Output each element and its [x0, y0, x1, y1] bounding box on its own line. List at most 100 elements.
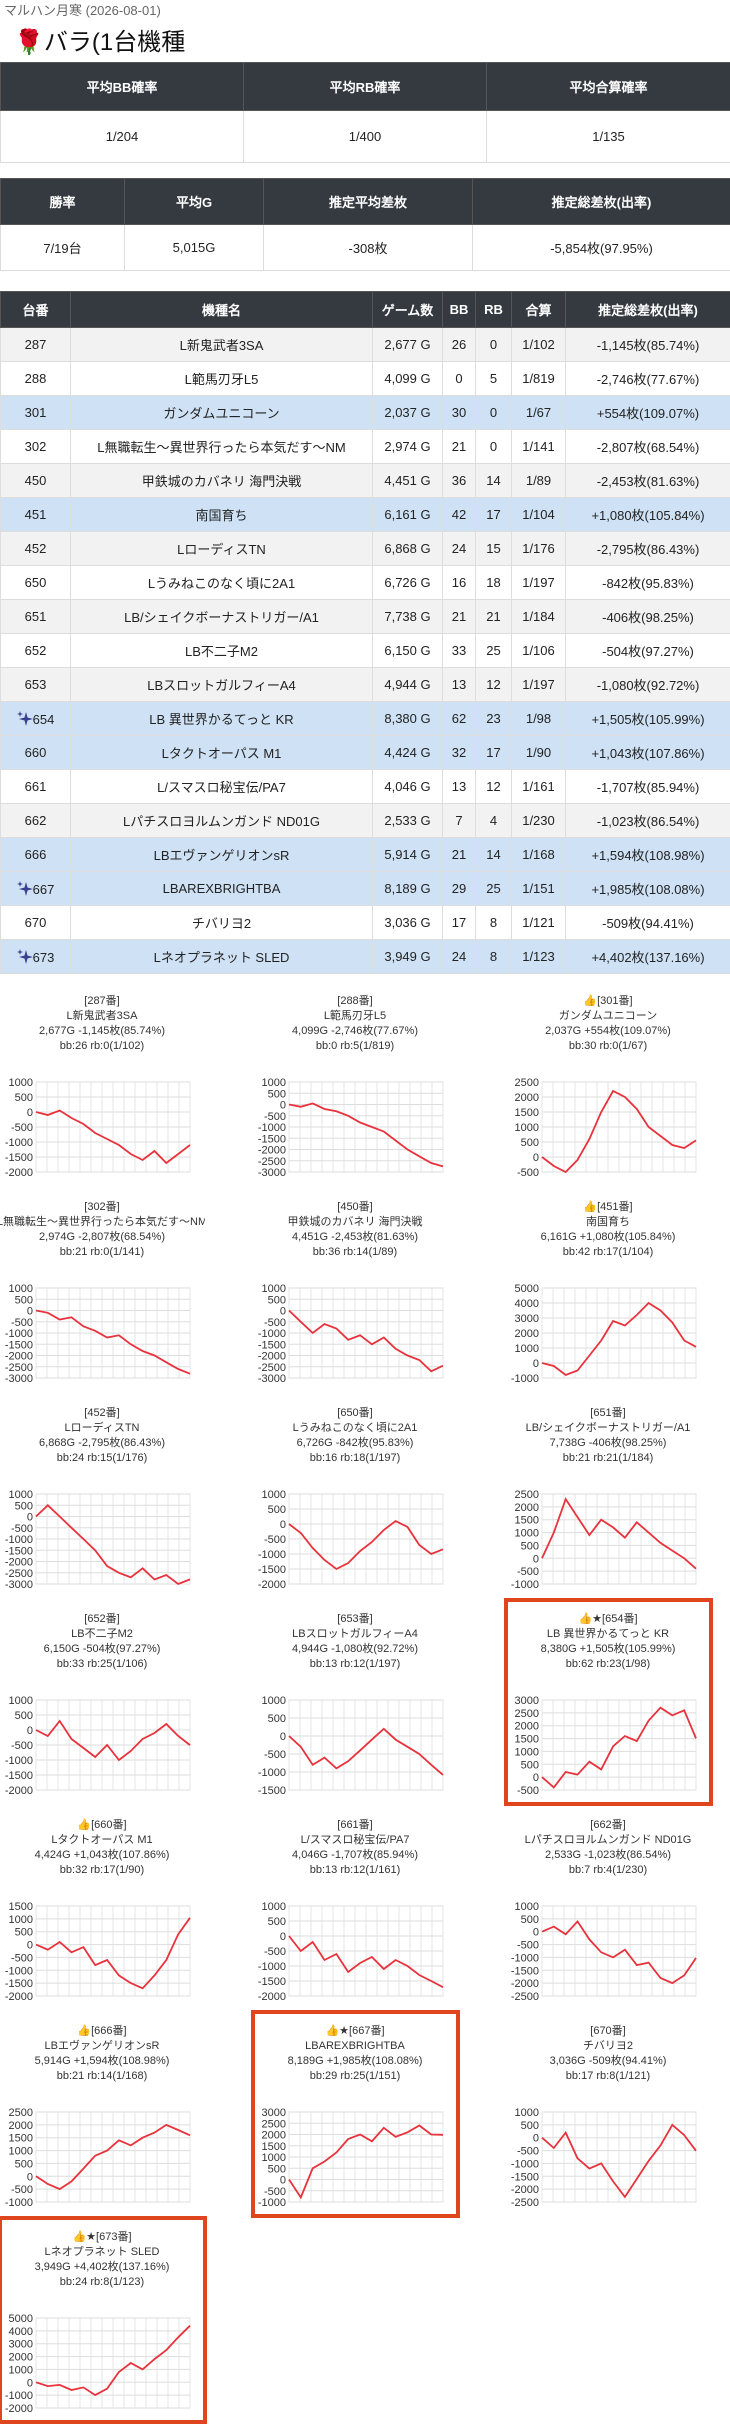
header-cell: 勝率: [0, 178, 125, 225]
chart-caption: 2,974G -2,807枚(68.54%): [39, 1229, 165, 1243]
cell-text: 1/151: [522, 881, 555, 896]
cell-text: -1,707枚(85.94%): [596, 780, 700, 795]
chart-card: 👍[660番] Lタクトオーパス M1 4,424G +1,043枚(107.86%…: [0, 1806, 205, 2010]
chart-caption: 6,161G +1,080枚(105.84%): [541, 1229, 676, 1243]
chart-card: [661番] L/スマスロ秘宝伝/PA7 4,046G -1,707枚(85.94%…: [253, 1806, 458, 2010]
cell-text: 450: [24, 473, 47, 488]
y-tick-label: -1500: [5, 1978, 33, 1990]
cell-text: LBスロットガルフィーA4: [147, 678, 296, 693]
y-tick-label: 2500: [515, 1708, 539, 1720]
chart-caption: 6,150G -504枚(97.27%): [44, 1641, 161, 1655]
table-row: 666 LBエヴァンゲリオンsR 5,914 G 21 14 1/168 +1,594枚(1…: [0, 837, 730, 872]
cell-text: 12: [486, 677, 501, 692]
cell-text: 1/90: [525, 745, 552, 760]
chart-caption: 4,099G -2,746枚(77.67%): [292, 1023, 418, 1037]
cell-text: -504枚(97.27%): [602, 644, 694, 659]
y-tick-label: 2000: [515, 1721, 539, 1733]
y-tick-label: -500: [11, 1122, 33, 1134]
table-cell: 18: [475, 565, 512, 600]
chart-caption: L範馬刃牙L5: [324, 1008, 386, 1022]
y-tick-label: 0: [27, 1940, 33, 1952]
table-cell: 16: [442, 565, 476, 600]
chart-card: [662番] Lパチスロヨルムンガンド ND01G 2,533G -1,023枚(8…: [506, 1806, 711, 2010]
chart-caption: LBエヴァンゲリオンsR: [45, 2038, 160, 2052]
cell-text: +1,594枚(108.98%): [591, 848, 705, 863]
cell-text: 25: [486, 643, 501, 658]
cell-text: 南国育ち: [195, 508, 248, 523]
chart-caption: LBスロットガルフィーA4: [292, 1627, 418, 1640]
cell-text: Lパチスロヨルムンガンド ND01G: [123, 814, 320, 829]
table-row: 661 L/スマスロ秘宝伝/PA7 4,046 G 13 12 1/161 -1,707枚(…: [0, 769, 730, 804]
chart-caption: チバリヨ2: [583, 2039, 633, 2052]
store-date: マルハン月寒 (2026-08-01): [4, 3, 161, 18]
chart-caption: bb:24 rb:15(1/176): [57, 1452, 148, 1464]
y-tick-label: 1000: [515, 2107, 539, 2119]
y-tick-label: 4000: [515, 1298, 539, 1310]
y-tick-label: 0: [533, 2133, 539, 2145]
data-line: [288, 1935, 444, 1988]
table-cell: 3,036 G: [372, 905, 443, 940]
cell-text: 4,944 G: [384, 677, 431, 692]
cell-text: 18: [486, 575, 501, 590]
header-cell: 平均RB確率: [243, 62, 487, 111]
cell-text: 5: [489, 371, 498, 386]
chart-caption: 甲鉄城のカバネリ 海門決戦: [287, 1214, 422, 1228]
table-cell: 6,726 G: [372, 565, 443, 600]
chart-caption: bb:13 rb:12(1/197): [310, 1658, 401, 1670]
table-cell: 24: [442, 531, 476, 566]
chart-caption: [662番]: [590, 1818, 625, 1831]
table-cell: 0: [475, 395, 512, 430]
table-cell: Lパチスロヨルムンガンド ND01G: [70, 803, 373, 838]
cell-text: 6,161 G: [384, 507, 431, 522]
table-row: 651 LB/シェイクボーナストリガー/A1 7,738 G 21 21 1/184 -40…: [0, 599, 730, 634]
table-cell: LBエヴァンゲリオンsR: [70, 837, 373, 872]
cell-text: 650: [24, 575, 47, 590]
table-cell: 288: [0, 361, 71, 396]
y-tick-label: -1000: [258, 1961, 286, 1973]
chart-card: [652番] LB不二子M2 6,150G -504枚(97.27%) bb:33 r…: [0, 1600, 205, 1804]
cell-text: L/スマスロ秘宝伝/PA7: [157, 780, 286, 795]
table-cell: 652: [0, 633, 71, 668]
y-tick-label: 500: [15, 1927, 33, 1939]
cell-text: 4,424 G: [384, 745, 431, 760]
table-cell: 1/141: [511, 429, 566, 464]
y-tick-label: 500: [521, 2120, 539, 2132]
table-cell: 21: [442, 599, 476, 634]
table-cell: 654: [0, 701, 71, 736]
table-cell: 673: [0, 939, 71, 974]
data-line: [288, 1102, 444, 1168]
table-cell: 1/819: [511, 361, 566, 396]
y-tick-label: -1000: [258, 1767, 286, 1779]
cell-text: 5,914 G: [384, 847, 431, 862]
table-cell: LローディスTN: [70, 531, 373, 566]
cell-text: 8: [489, 949, 498, 964]
y-tick-label: 500: [268, 2163, 286, 2175]
cell-text: -1,023枚(86.54%): [596, 814, 700, 829]
y-tick-label: -2000: [511, 2184, 539, 2196]
table-cell: ガンダムユニコーン: [70, 395, 373, 430]
chart-caption: [661番]: [337, 1818, 372, 1831]
mini-chart: 👍★[654番] LB 異世界かるてっと KR8,380G +1,505枚(105…: [515, 1612, 697, 1797]
chart-caption: LB 異世界かるてっと KR: [547, 1627, 669, 1640]
mini-chart: [302番]L無職転生～異世界行ったら本気だす～NM2,974G -2,807枚…: [0, 1200, 207, 1385]
chart-caption: 👍★[654番]: [578, 1612, 637, 1625]
cell-text: +1,043枚(107.86%): [591, 746, 705, 761]
y-tick-label: -500: [11, 1317, 33, 1329]
chart-card: [287番] L新鬼武者3SA 2,677G -1,145枚(85.74%) bb:2…: [0, 982, 205, 1186]
y-tick-label: 1000: [9, 1695, 33, 1707]
y-tick-label: 1000: [515, 1122, 539, 1134]
table-cell: 1/89: [511, 463, 566, 498]
table-cell: 670: [0, 905, 71, 940]
cell-text: Lタクトオーパス M1: [161, 746, 282, 761]
table-cell: 1/197: [511, 667, 566, 702]
chart-caption: ガンダムユニコーン: [559, 1008, 657, 1022]
cell-text: +1,985枚(108.08%): [591, 882, 705, 897]
chart-caption: [650番]: [337, 1406, 372, 1419]
y-tick-label: -500: [517, 2146, 539, 2158]
cell-text: 452: [24, 541, 47, 556]
cell-text: 4: [489, 813, 498, 828]
cell-text: 670: [24, 915, 47, 930]
table-cell: 8,189 G: [372, 871, 443, 906]
table-cell: -2,807枚(68.54%): [565, 429, 730, 464]
y-tick-label: 1500: [515, 1734, 539, 1746]
